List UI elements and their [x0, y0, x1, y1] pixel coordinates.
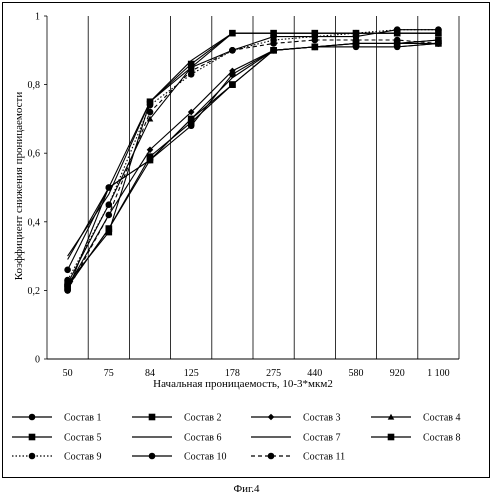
data-point	[105, 225, 113, 232]
series-line	[67, 29, 439, 271]
data-point	[146, 115, 154, 122]
legend-label: Состав 9	[64, 452, 102, 463]
data-point	[267, 413, 275, 421]
legend-label: Состав 8	[423, 433, 461, 444]
data-point	[187, 119, 195, 126]
data-point	[229, 81, 236, 88]
data-point	[352, 40, 360, 47]
data-point	[435, 29, 442, 37]
legend-item: Состав 5	[12, 433, 102, 444]
data-point	[393, 40, 401, 47]
legend-item: Состав 11	[251, 452, 345, 463]
data-point	[352, 36, 360, 44]
data-point	[105, 228, 113, 236]
data-point	[148, 413, 156, 421]
series-11	[64, 36, 442, 294]
data-point	[146, 153, 154, 160]
series-line	[67, 42, 439, 260]
data-point	[148, 452, 156, 460]
data-point	[64, 266, 71, 274]
data-point	[311, 36, 319, 44]
data-point	[435, 40, 442, 47]
y-tick-label: 1	[35, 12, 40, 23]
data-point	[28, 413, 36, 421]
data-point	[64, 287, 71, 294]
series-line	[67, 29, 439, 281]
data-point	[64, 283, 71, 291]
legend-item: Состав 8	[371, 433, 461, 444]
legend-label: Состав 11	[303, 452, 345, 463]
data-point	[229, 47, 236, 54]
x-tick-label: 84	[145, 368, 155, 379]
data-point	[387, 433, 395, 441]
series-7	[67, 42, 439, 260]
data-point	[187, 108, 195, 116]
x-tick-label: 440	[307, 368, 322, 379]
legend-label: Состав 1	[64, 413, 102, 424]
data-point	[393, 36, 401, 44]
line-chart: 0 0,2 0,4 0,6 0,8 1 50 75 84 125 178 275 440 580 920 1 …	[12, 12, 461, 463]
series-line	[67, 39, 439, 288]
legend-label: Состав 10	[184, 452, 227, 463]
data-point	[187, 60, 195, 68]
y-tick-label: 0,2	[28, 286, 41, 297]
legend-label: Состав 5	[64, 433, 102, 444]
data-point	[187, 67, 195, 75]
legend-item: Состав 2	[132, 413, 222, 424]
data-point	[387, 413, 395, 420]
x-tick-label: 920	[390, 368, 405, 379]
legend-item: Состав 10	[132, 452, 227, 463]
legend-label: Состав 3	[303, 413, 341, 424]
x-tick-label: 178	[225, 368, 240, 379]
legend-item: Состав 7	[251, 433, 341, 444]
x-tick-label: 125	[184, 368, 199, 379]
data-point	[267, 452, 275, 460]
data-point	[146, 146, 154, 154]
data-point	[311, 43, 319, 51]
data-point	[28, 452, 36, 460]
y-tick-label: 0,4	[28, 217, 41, 228]
x-axis-title: Начальная проницаемость, 10-3*мкм2	[153, 378, 333, 390]
data-point	[64, 280, 71, 287]
legend-label: Состав 4	[423, 413, 461, 424]
data-point	[28, 433, 36, 441]
data-point	[64, 276, 71, 284]
legend-item: Состав 9	[12, 452, 102, 463]
data-point	[105, 184, 113, 191]
legend-label: Состав 2	[184, 413, 222, 424]
x-tick-label: 75	[104, 368, 114, 379]
data-point	[435, 26, 442, 34]
data-point	[105, 211, 113, 219]
data-point	[146, 98, 154, 106]
data-point	[270, 33, 277, 40]
data-point	[146, 108, 154, 116]
x-tick-label: 580	[349, 368, 364, 379]
y-axis-title: Коэффициент снижения проницаемости	[13, 92, 25, 281]
data-point	[270, 40, 277, 47]
series-line	[67, 39, 439, 291]
x-tick-label: 275	[266, 368, 281, 379]
y-tick-label: 0,8	[28, 80, 41, 91]
data-point	[105, 201, 113, 208]
data-point	[393, 26, 401, 34]
legend-item: Состав 4	[371, 413, 461, 424]
legend-label: Состав 6	[184, 433, 222, 444]
legend-label: Состав 7	[303, 433, 341, 444]
y-tick-label: 0,6	[28, 149, 41, 160]
figure-caption: Фиг.4	[233, 483, 260, 495]
legend-item: Состав 3	[251, 413, 341, 424]
chart-frame	[2, 2, 490, 478]
data-point	[435, 36, 442, 44]
x-tick-label: 50	[63, 368, 73, 379]
legend-item: Состав 1	[12, 413, 102, 424]
legend-item: Состав 6	[132, 433, 222, 444]
series-8	[64, 36, 442, 291]
data-point	[270, 47, 277, 54]
y-tick-label: 0	[35, 355, 40, 366]
data-point	[229, 67, 236, 75]
x-tick-label: 1 100	[427, 368, 450, 379]
